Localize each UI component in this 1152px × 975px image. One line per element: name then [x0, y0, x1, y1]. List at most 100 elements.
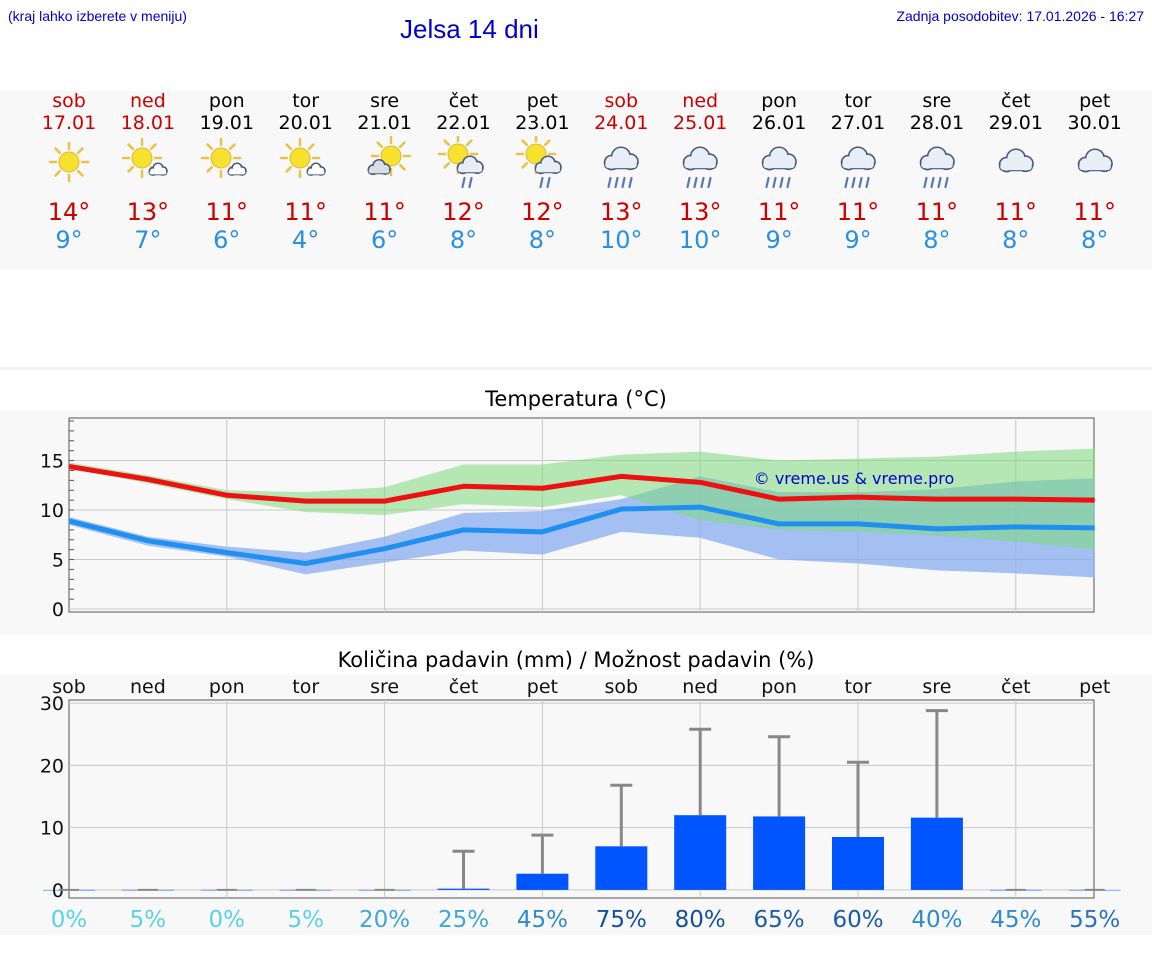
- max-temperature: 12°: [521, 198, 564, 226]
- min-temperature: 4°: [292, 226, 320, 254]
- day-forecast: sre 28.01 11° 8°: [897, 90, 977, 254]
- precipitation-probability: 65%: [754, 907, 805, 933]
- max-temperature: 12°: [442, 198, 485, 226]
- max-temperature: 13°: [678, 198, 722, 226]
- max-temperature: 13°: [126, 198, 170, 226]
- divider: [0, 367, 1152, 370]
- min-temperature: 10°: [678, 226, 722, 254]
- precipitation-probability: 0%: [209, 907, 246, 933]
- day-forecast: čet 29.01 11° 8°: [976, 90, 1056, 254]
- precipitation-bar: [516, 873, 569, 890]
- day-forecast: pet 30.01 11° 8°: [1055, 90, 1135, 254]
- min-temperature-line: [68, 504, 1095, 566]
- min-temperature: 9°: [55, 226, 83, 254]
- precipitation-bar: [437, 888, 490, 890]
- last-updated: Zadnja posodobitev: 17.01.2026 - 16:27: [896, 8, 1144, 24]
- day-date: 26.01: [751, 112, 807, 134]
- sun-cloud-rain-icon: [516, 136, 563, 189]
- day-forecast: tor 27.01 11° 9°: [818, 90, 898, 254]
- max-temperature-line: [68, 464, 1095, 504]
- day-label: pon: [209, 676, 245, 698]
- sun-cloud-icon: [121, 137, 168, 179]
- y-tick-label: 30: [40, 693, 64, 715]
- precipitation-probability: 5%: [287, 907, 324, 933]
- min-temperature: 6°: [213, 226, 241, 254]
- min-temperature: 9°: [765, 226, 793, 254]
- min-temperature: 8°: [923, 226, 951, 254]
- max-temperature: 11°: [757, 198, 801, 226]
- sun-cloud-icon: [279, 137, 326, 179]
- day-date: 27.01: [830, 112, 886, 134]
- precipitation-probability: 60%: [832, 907, 883, 933]
- day-label: pon: [761, 676, 797, 698]
- max-temperature: 11°: [284, 198, 327, 226]
- precipitation-probability: 55%: [1069, 907, 1120, 933]
- day-date: 24.01: [594, 112, 649, 134]
- precipitation-probability: 40%: [911, 907, 962, 933]
- day-date: 21.01: [357, 112, 412, 134]
- day-date: 28.01: [909, 112, 965, 134]
- day-name: pet: [1079, 90, 1111, 112]
- precipitation-bar: [674, 815, 727, 890]
- day-label: pet: [527, 676, 558, 698]
- day-label: čet: [1001, 676, 1031, 698]
- cloud-rain-icon: [682, 146, 718, 189]
- precipitation-chart: sob ned pon tor sre čet pet sob ned pon tor sre čet p…: [40, 676, 1121, 933]
- cloud-icon: [1077, 148, 1113, 173]
- precipitation-probability: 75%: [596, 907, 647, 933]
- precipitation-bar: [753, 816, 806, 890]
- day-forecast: sob 17.01 14° 9°: [29, 90, 109, 254]
- y-tick-label: 10: [40, 500, 64, 522]
- min-temperature: 8°: [449, 226, 478, 254]
- max-temperature: 11°: [915, 198, 959, 226]
- day-name: ned: [129, 90, 166, 112]
- min-temperature: 6°: [370, 226, 399, 254]
- day-label: sre: [922, 676, 951, 698]
- temperature-chart-title: Temperatura (°C): [485, 387, 667, 411]
- day-forecast: ned 25.01 13° 10°: [660, 90, 740, 254]
- day-name: tor: [844, 90, 872, 112]
- day-forecast: sre 21.01 11° 6°: [345, 90, 425, 254]
- precipitation-bar: [832, 836, 884, 890]
- day-forecast: čet 22.01 12° 8°: [424, 90, 504, 254]
- cloud-sun-icon: [367, 136, 411, 177]
- min-temperature: 8°: [1081, 226, 1109, 254]
- max-temperature: 11°: [1073, 198, 1116, 226]
- day-name: tor: [292, 90, 320, 112]
- temperature-chart: 0 5 10 15 © vreme.us & vreme.pro: [40, 417, 1095, 621]
- y-tick-label: 15: [40, 451, 64, 473]
- day-label: sre: [370, 676, 399, 698]
- precipitation-probability: 25%: [438, 907, 489, 933]
- day-label: ned: [130, 676, 166, 698]
- min-temperature: 8°: [528, 226, 557, 254]
- day-label: tor: [292, 676, 319, 698]
- max-temperature: 11°: [836, 198, 880, 226]
- precipitation-probability: 5%: [130, 907, 167, 933]
- watermark: © vreme.us & vreme.pro: [754, 469, 955, 488]
- day-forecast: ned 18.01 13° 7°: [108, 90, 188, 254]
- max-temperature: 14°: [47, 198, 91, 226]
- min-temperature: 8°: [1002, 226, 1030, 254]
- y-tick-label: 0: [52, 880, 64, 902]
- day-name: čet: [1001, 90, 1031, 112]
- day-date: 19.01: [199, 112, 254, 134]
- day-name: pon: [761, 90, 797, 112]
- cloud-rain-icon: [761, 146, 797, 189]
- sun-icon: [48, 141, 90, 183]
- precipitation-bar: [910, 817, 963, 890]
- day-name: pet: [526, 90, 558, 112]
- y-tick-label: 0: [52, 599, 64, 621]
- y-tick-label: 10: [40, 818, 64, 840]
- precipitation-probability: 20%: [359, 907, 410, 933]
- max-temperature: 11°: [363, 198, 406, 226]
- min-temperature: 10°: [600, 226, 643, 254]
- max-temperature: 11°: [205, 198, 249, 226]
- precipitation-chart-panel: sob ned pon tor sre čet pet sob ned pon tor sre čet p…: [0, 674, 1152, 935]
- precipitation-probability: 45%: [990, 907, 1041, 933]
- day-name: sre: [370, 90, 400, 112]
- sun-cloud-rain-icon: [437, 136, 484, 189]
- day-name: čet: [448, 90, 479, 112]
- y-tick-label: 20: [40, 755, 64, 777]
- max-temperature: 11°: [994, 198, 1038, 226]
- day-forecast: sob 24.01 13° 10°: [581, 90, 661, 254]
